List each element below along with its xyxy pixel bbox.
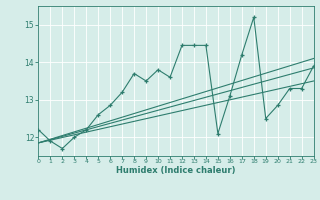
X-axis label: Humidex (Indice chaleur): Humidex (Indice chaleur) [116, 166, 236, 175]
